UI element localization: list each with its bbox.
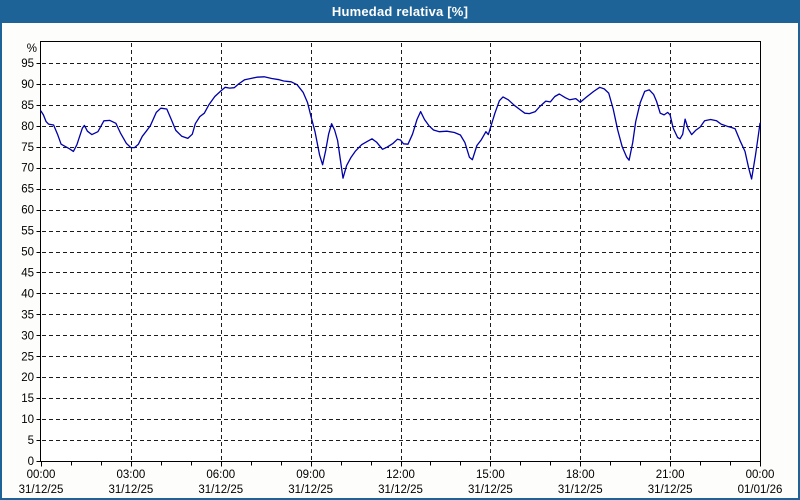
x-axis-time-label: 18:00	[566, 469, 595, 481]
y-axis-label: 65	[21, 184, 34, 196]
x-axis-time-label: 12:00	[386, 469, 415, 481]
y-axis-label: 70	[21, 163, 34, 175]
y-axis-label: 30	[21, 330, 34, 342]
x-axis-time-label: 00:00	[746, 469, 775, 481]
y-axis-label: 60	[21, 205, 34, 217]
x-axis-date-label: 31/12/25	[108, 484, 153, 496]
x-axis-date-label: 01/01/26	[738, 484, 783, 496]
y-axis-label: 40	[21, 288, 34, 300]
x-axis-time-label: 00:00	[27, 469, 56, 481]
x-axis-date-label: 31/12/25	[558, 484, 603, 496]
plot-area	[40, 41, 761, 462]
y-axis-label: 0	[28, 456, 34, 468]
y-axis-unit-label: %	[27, 43, 37, 55]
y-axis-label: 35	[21, 309, 34, 321]
x-axis-time-label: 21:00	[656, 469, 685, 481]
y-axis-label: 10	[21, 414, 34, 426]
x-axis-time-label: 15:00	[476, 469, 505, 481]
chart-title: Humedad relativa [%]	[331, 4, 469, 19]
x-axis-date-label: 31/12/25	[378, 484, 423, 496]
y-axis-label: 15	[21, 393, 34, 405]
humidity-line	[40, 76, 761, 180]
x-axis-time-label: 09:00	[296, 469, 325, 481]
y-axis-label: 80	[21, 121, 34, 133]
y-axis-label: 25	[21, 351, 34, 363]
y-axis-label: 85	[21, 100, 34, 112]
x-axis-time-label: 06:00	[206, 469, 235, 481]
title-bar: Humedad relativa [%]	[0, 0, 800, 23]
x-axis-date-label: 31/12/25	[468, 484, 513, 496]
y-axis-label: 45	[21, 267, 34, 279]
y-axis-label: 55	[21, 226, 34, 238]
x-axis-date-label: 31/12/25	[198, 484, 243, 496]
y-axis-label: 75	[21, 142, 34, 154]
y-axis-label: 90	[21, 79, 34, 91]
y-axis-label: 5	[28, 435, 34, 447]
y-axis-label: 95	[21, 58, 34, 70]
x-axis-date-label: 31/12/25	[288, 484, 333, 496]
x-axis-date-label: 31/12/25	[19, 484, 64, 496]
y-axis-label: 50	[21, 247, 34, 259]
x-axis-date-label: 31/12/25	[648, 484, 693, 496]
y-axis-label: 20	[21, 372, 34, 384]
x-axis-time-label: 03:00	[116, 469, 145, 481]
